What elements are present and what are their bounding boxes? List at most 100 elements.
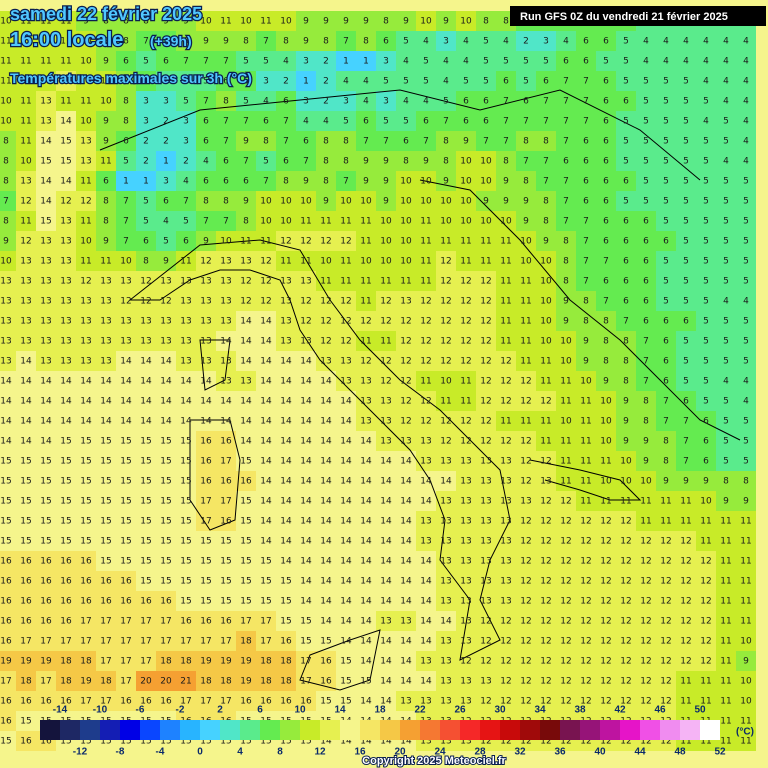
temp-cell [196, 231, 216, 251]
temp-cell [696, 251, 716, 271]
temp-cell [96, 11, 116, 31]
temp-value: 7 [383, 137, 389, 147]
temp-value: 11 [320, 277, 331, 287]
temp-value: 11 [720, 617, 731, 627]
temp-value: 14 [380, 557, 392, 567]
temp-cell [516, 91, 536, 111]
temp-cell [496, 231, 516, 251]
temp-cell [696, 171, 716, 191]
temp-value: 15 [120, 537, 131, 547]
temp-cell [716, 351, 736, 371]
temp-cell [696, 371, 716, 391]
temp-cell [576, 211, 596, 231]
temp-value: 16 [220, 517, 232, 527]
temp-cell [136, 351, 156, 371]
temp-value: 13 [280, 277, 291, 287]
temp-cell [216, 351, 236, 371]
temp-cell [456, 51, 476, 71]
temp-cell [576, 111, 596, 131]
temp-value: 10 [580, 377, 592, 387]
legend-label: 44 [634, 747, 646, 758]
temp-value: 9 [343, 17, 349, 27]
temp-value: 14 [300, 377, 312, 387]
temp-cell [176, 311, 196, 331]
temp-cell [376, 431, 396, 451]
temp-value: 9 [723, 497, 729, 507]
temp-cell [696, 231, 716, 251]
temp-cell [36, 171, 56, 191]
temp-cell [436, 491, 456, 511]
temp-cell [676, 551, 696, 571]
temp-value: 5 [743, 337, 749, 347]
temp-value: 13 [200, 277, 211, 287]
temp-cell [316, 271, 336, 291]
temp-value: 8 [483, 17, 489, 27]
temp-value: 15 [100, 437, 111, 447]
temp-value: 15 [60, 457, 71, 467]
temp-cell [216, 331, 236, 351]
temp-value: 5 [703, 277, 709, 287]
temp-value: 11 [640, 497, 651, 507]
temp-cell [56, 511, 76, 531]
temp-value: 8 [563, 237, 569, 247]
temp-cell [536, 471, 556, 491]
temp-value: 12 [580, 517, 591, 527]
temp-cell [36, 571, 56, 591]
temp-value: 17 [0, 677, 11, 687]
legend-swatch [680, 720, 700, 740]
temp-value: 17 [200, 637, 211, 647]
temp-value: 13 [400, 297, 411, 307]
temp-value: 14 [360, 697, 372, 707]
temp-value: 13 [320, 357, 331, 367]
temp-value: 7 [283, 117, 289, 127]
temp-value: 10 [400, 197, 412, 207]
temp-cell [616, 431, 636, 451]
temp-value: 1 [343, 57, 349, 67]
temp-cell [616, 231, 636, 251]
temp-cell [156, 211, 176, 231]
temp-value: 12 [660, 597, 671, 607]
temp-value: 13 [360, 397, 371, 407]
temp-cell [536, 491, 556, 511]
temp-value: 12 [520, 617, 531, 627]
temp-cell [616, 271, 636, 291]
temp-value: 8 [523, 137, 529, 147]
temp-value: 11 [540, 437, 551, 447]
temp-value: 10 [560, 357, 572, 367]
temp-value: 15 [40, 477, 51, 487]
temp-cell [276, 451, 296, 471]
temp-value: 14 [20, 437, 32, 447]
temp-cell [516, 131, 536, 151]
temp-cell [496, 311, 516, 331]
temp-cell [636, 371, 656, 391]
temp-value: 5 [443, 97, 449, 107]
temp-value: 8 [3, 137, 9, 147]
temp-value: 5 [643, 97, 649, 107]
temp-value: 5 [723, 357, 729, 367]
temp-cell [576, 391, 596, 411]
temp-value: 6 [503, 77, 509, 87]
temp-cell [16, 591, 36, 611]
temp-value: 10 [260, 217, 272, 227]
temp-cell [436, 431, 456, 451]
temp-cell [316, 151, 336, 171]
temp-value: 11 [520, 297, 531, 307]
temp-value: 15 [240, 497, 251, 507]
temp-value: 4 [743, 157, 749, 167]
temp-value: 17 [100, 657, 111, 667]
temp-value: 13 [220, 297, 231, 307]
temp-value: 8 [3, 177, 9, 187]
temp-cell [96, 511, 116, 531]
temp-value: 11 [340, 257, 351, 267]
temp-cell [176, 511, 196, 531]
temp-cell [336, 51, 356, 71]
temp-cell [296, 71, 316, 91]
temp-cell [0, 551, 16, 571]
temp-value: 12 [480, 297, 491, 307]
legend-swatch [440, 720, 460, 740]
temp-value: 17 [80, 697, 91, 707]
temp-value: 17 [40, 677, 51, 687]
temp-cell [356, 411, 376, 431]
temp-cell [476, 151, 496, 171]
